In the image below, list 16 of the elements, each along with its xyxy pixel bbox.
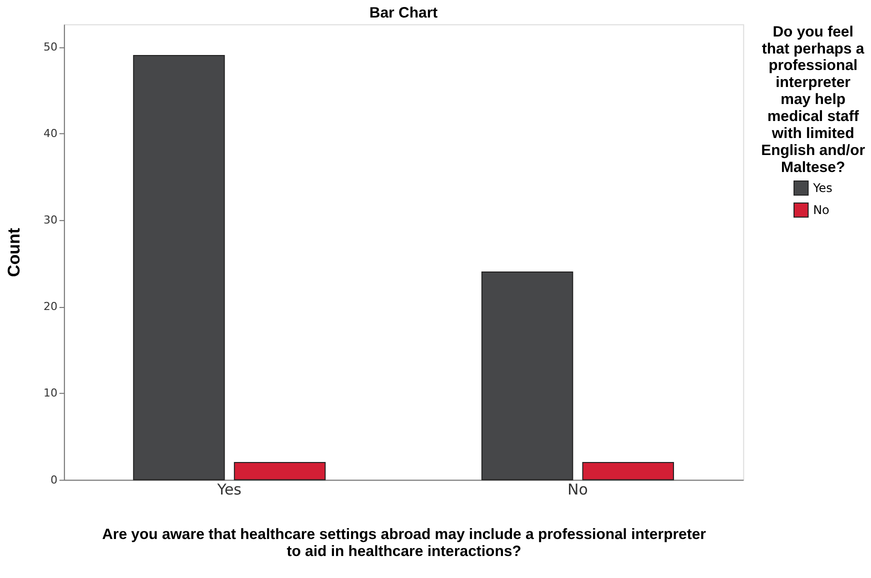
legend-label: Yes [812,181,832,196]
y-tick-label: 40 [43,126,58,140]
text: Do you feel that perhaps a professional interpreter may help medical staff with limited English and/or Maltese? [761,23,866,176]
legend-label: No [813,203,830,218]
chart-title: Bar Chart [369,4,438,22]
y-tick-label: 30 [43,213,58,226]
y-tick-label: 50 [43,40,58,54]
y-tick-label: 10 [43,386,58,400]
y-axis-title: Count [4,228,24,278]
bar [234,462,326,480]
y-tick-label: 0 [50,473,58,486]
bar [582,462,674,480]
y-tick-label: 20 [43,300,58,314]
bar [133,54,225,480]
x-axis-title: Are you aware that healthcare settings abroad may include a professional interpreter to aid in healthcare interactions? [102,526,706,560]
bar [481,271,574,480]
